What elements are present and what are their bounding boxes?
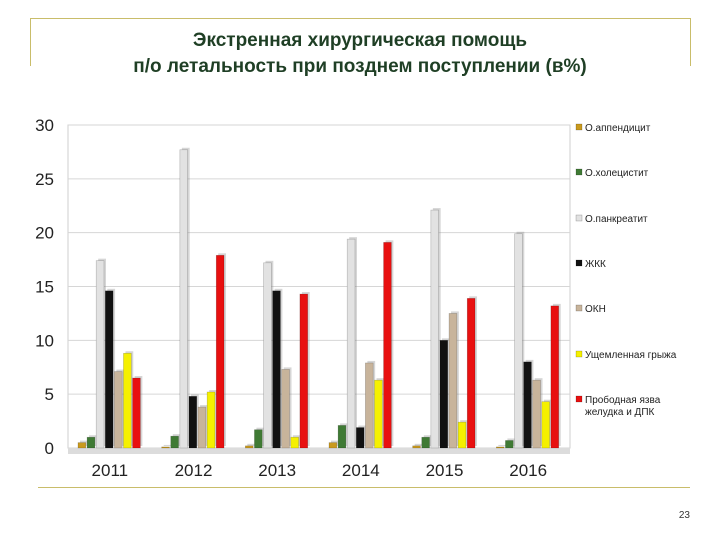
bar: [290, 436, 299, 449]
bar: [430, 209, 439, 449]
bar: [496, 446, 505, 449]
bar: [179, 149, 188, 449]
legend-swatch: [575, 304, 583, 312]
bar-shadow: [247, 443, 256, 446]
bar: [532, 379, 541, 449]
bar: [505, 440, 514, 449]
bar: [466, 298, 476, 449]
bar: [281, 369, 290, 449]
bar: [161, 446, 170, 449]
frame-right-line: [690, 18, 691, 66]
bar-shadow: [498, 444, 507, 446]
x-tick-label: 2016: [509, 461, 547, 480]
x-tick-label: 2011: [92, 461, 129, 480]
bar: [245, 445, 254, 449]
bar: [95, 260, 105, 449]
bar: [421, 436, 430, 449]
legend-swatch: [575, 350, 583, 358]
bar: [355, 427, 365, 449]
bar: [170, 435, 179, 449]
frame-left-line: [30, 18, 31, 66]
bar: [114, 371, 123, 449]
bar: [383, 242, 392, 449]
slide-number: 23: [678, 510, 690, 521]
slide-title-line-1: Экстренная хирургическая помощь: [192, 30, 528, 51]
legend-swatch: [575, 123, 583, 131]
bar-shadow: [414, 443, 423, 446]
bar: [104, 290, 114, 449]
y-tick-label: 15: [35, 278, 54, 297]
bar: [337, 425, 347, 449]
bar: [439, 340, 449, 449]
frame-top-line: [30, 18, 690, 19]
bar: [328, 442, 338, 449]
y-tick-label: 0: [45, 439, 54, 458]
legend-label: О.аппендицит: [585, 123, 651, 134]
bar: [263, 262, 272, 449]
frame-bottom-line: [38, 487, 690, 488]
bar-shadow: [163, 444, 172, 446]
bar: [448, 313, 458, 449]
legend-label: О.холецистит: [585, 168, 649, 179]
bar: [412, 445, 421, 449]
bar: [346, 238, 356, 449]
legend-label: ОКН: [585, 304, 606, 315]
bar: [132, 377, 141, 449]
y-tick-label: 10: [35, 331, 54, 350]
bar: [299, 293, 308, 449]
bar: [188, 396, 198, 449]
x-tick-label: 2012: [175, 461, 213, 480]
x-tick-label: 2014: [342, 461, 380, 480]
y-tick-label: 20: [35, 224, 54, 243]
bar: [77, 442, 87, 449]
x-tick-label: 2015: [426, 461, 464, 480]
legend-swatch: [575, 259, 583, 267]
bar: [514, 233, 523, 449]
y-tick-label: 30: [35, 116, 54, 135]
slide-title: Экстренная хирургическая помощь п/о лета…: [40, 28, 680, 80]
bar: [86, 436, 96, 449]
legend-swatch: [575, 395, 583, 403]
legend-swatch: [575, 168, 583, 176]
bar: [523, 361, 532, 449]
bar: [123, 352, 132, 449]
bar: [550, 305, 560, 449]
bar: [457, 421, 467, 449]
plot-floor: [68, 448, 570, 454]
bar: [215, 254, 225, 449]
bar: [197, 406, 207, 449]
slide-title-line-2: п/о летальность при позднем поступлении …: [133, 56, 587, 77]
bar: [374, 379, 383, 449]
legend-swatch: [575, 214, 583, 222]
legend-label: Ущемленная грыжа: [585, 350, 677, 361]
bar: [365, 362, 374, 449]
legend-label: О.панкреатит: [585, 214, 648, 225]
bar: [272, 290, 281, 449]
bar: [541, 401, 550, 449]
x-tick-label: 2013: [258, 461, 296, 480]
bar: [206, 391, 216, 449]
bar: [254, 429, 263, 449]
legend-label: Прободная язва желудка и ДПК: [585, 394, 661, 418]
y-tick-label: 25: [35, 170, 54, 189]
legend-label: ЖКК: [585, 259, 606, 270]
y-tick-label: 5: [45, 385, 54, 404]
